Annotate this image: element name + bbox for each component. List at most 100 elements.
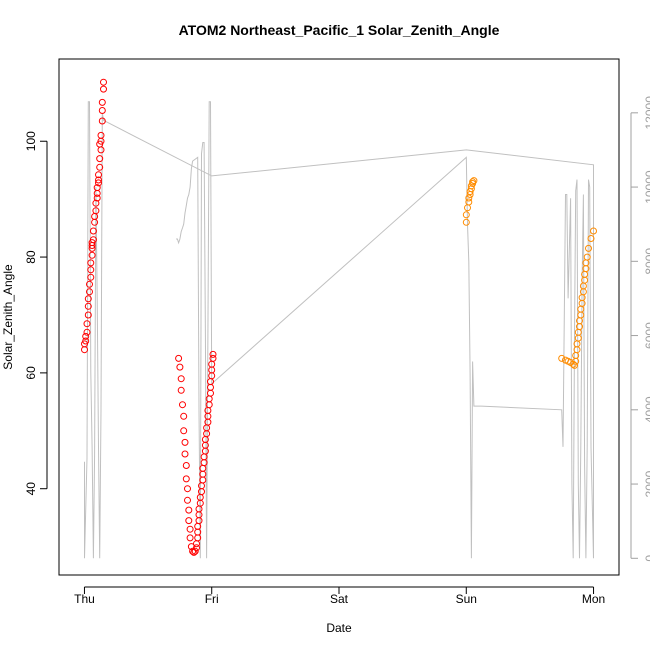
orange-point [465, 198, 473, 206]
orange-point [462, 211, 470, 219]
red-point [97, 131, 105, 139]
right-tick-label: 6000 [643, 322, 650, 349]
red-point [193, 544, 200, 552]
data-points [81, 78, 597, 556]
right-tick-label: 2000 [643, 470, 650, 497]
red-point [93, 184, 101, 192]
plot-frame [58, 58, 620, 576]
red-point [180, 412, 188, 420]
red-point [96, 155, 104, 163]
red-point [84, 295, 92, 303]
red-point [182, 462, 190, 469]
orange-point [574, 334, 582, 342]
right-tick-label: 10000 [643, 170, 650, 204]
red-point [81, 346, 88, 354]
right-tick-label: 0 [643, 555, 650, 562]
bottom-axis: Thu Fri Sat Sun Mon [74, 586, 605, 606]
red-point [98, 117, 106, 125]
left-tick-label: 40 [24, 482, 38, 496]
red-point [203, 430, 211, 438]
bottom-tick-label: Sun [456, 592, 477, 606]
red-point [84, 311, 92, 319]
red-point [191, 547, 199, 555]
orange-point [587, 235, 595, 242]
bottom-tick-label: Fri [205, 592, 219, 606]
orange-point [571, 361, 578, 369]
depth-line-path [84, 101, 594, 559]
right-tick-label: 8000 [643, 248, 650, 275]
red-point [181, 450, 189, 458]
red-point [180, 427, 188, 435]
orange-point [577, 305, 585, 313]
right-tick-label: 4000 [643, 396, 650, 423]
red-point [89, 236, 97, 244]
red-point [179, 401, 186, 409]
red-point [96, 163, 104, 171]
red-point [177, 386, 185, 394]
red-point [185, 506, 193, 514]
orange-point [558, 354, 566, 362]
red-point [203, 424, 211, 432]
red-point [82, 332, 90, 340]
red-point [98, 107, 106, 114]
left-tick-label: 60 [24, 366, 38, 380]
red-point [195, 517, 203, 525]
bottom-tick-label: Mon [582, 592, 605, 606]
red-point [92, 207, 100, 215]
red-point [87, 259, 95, 267]
chart-title: ATOM2 Northeast_Pacific_1 Solar_Zenith_A… [179, 22, 500, 38]
red-point [209, 354, 217, 362]
orange-point [462, 218, 470, 226]
depth-line [84, 101, 594, 559]
orange-point [470, 177, 478, 185]
orange-point [585, 244, 592, 252]
red-point [87, 266, 95, 274]
red-point [186, 525, 194, 533]
right-axis: 0 2000 4000 6000 8000 10000 12000 [630, 96, 650, 562]
orange-point [590, 227, 597, 235]
orange-point [469, 178, 477, 186]
bottom-tick-label: Thu [74, 592, 95, 606]
red-point [89, 227, 97, 235]
red-point [96, 140, 104, 148]
orange-point [574, 328, 582, 336]
left-tick-label: 80 [24, 250, 38, 264]
x-axis-label: Date [326, 621, 352, 635]
red-point [182, 475, 190, 483]
orange-point [583, 253, 591, 261]
red-point [177, 375, 185, 383]
red-point [87, 273, 95, 281]
red-point [92, 199, 100, 207]
red-point [184, 485, 191, 493]
red-point [193, 540, 200, 548]
orange-point [465, 194, 473, 202]
red-point [86, 280, 93, 288]
orange-point [467, 185, 475, 193]
red-point [207, 378, 214, 386]
red-point [95, 179, 102, 187]
red-point [181, 438, 189, 446]
red-point [98, 98, 106, 106]
red-point [195, 511, 203, 519]
orange-point [577, 311, 585, 319]
red-point [186, 534, 194, 542]
left-tick-label: 100 [24, 131, 38, 151]
red-point [187, 543, 195, 551]
right-tick-label: 12000 [643, 96, 650, 130]
red-point [175, 354, 183, 362]
left-axis: 40 60 80 100 [24, 131, 48, 496]
red-point [88, 251, 96, 259]
red-point [185, 517, 193, 525]
red-point [82, 337, 90, 345]
red-point [93, 194, 101, 202]
red-point [207, 389, 214, 397]
red-point [189, 547, 197, 555]
red-point [83, 328, 91, 336]
red-point [209, 350, 217, 358]
red-point [207, 383, 214, 391]
red-point [86, 288, 93, 296]
red-point [100, 85, 107, 93]
red-point [83, 320, 91, 328]
red-point [97, 146, 105, 154]
bottom-tick-label: Sat [330, 592, 349, 606]
